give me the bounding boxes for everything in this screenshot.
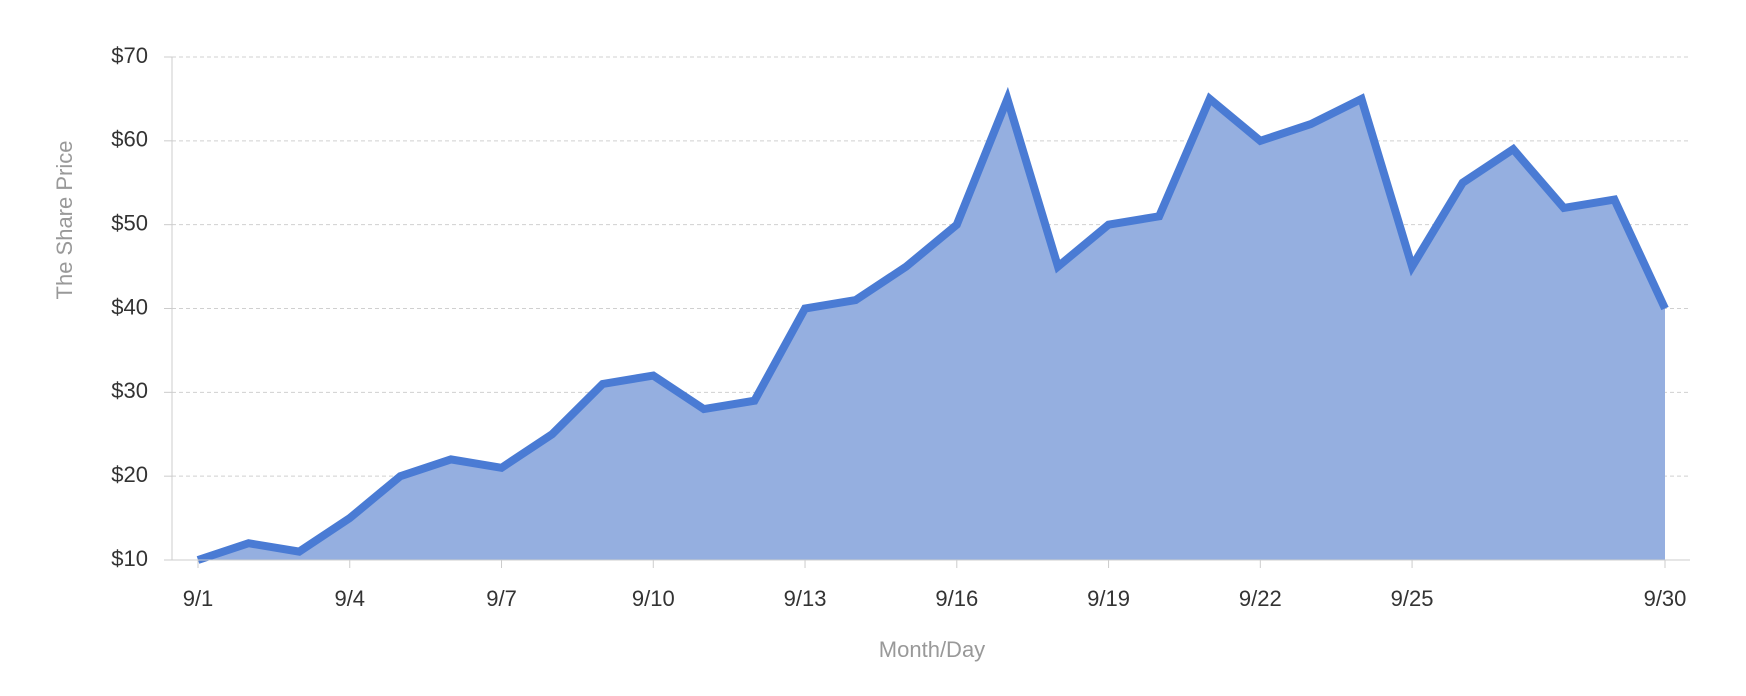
x-tick-label: 9/13 — [784, 586, 827, 611]
area — [198, 98, 1665, 561]
y-tick-label: $30 — [111, 378, 148, 403]
x-tick-label: 9/1 — [183, 586, 214, 611]
x-tick-label: 9/4 — [334, 586, 365, 611]
x-axis-title: Month/Day — [879, 637, 985, 662]
y-tick-label: $60 — [111, 127, 148, 152]
x-tick-label: 9/25 — [1391, 586, 1434, 611]
y-tick-label: $20 — [111, 462, 148, 487]
y-tick-label: $70 — [111, 43, 148, 68]
y-axis-title: The Share Price — [52, 141, 77, 300]
y-tick-label: $10 — [111, 546, 148, 571]
x-tick-label: 9/16 — [935, 586, 978, 611]
x-tick-label: 9/10 — [632, 586, 675, 611]
line — [196, 86, 1669, 564]
x-tick-label: 9/22 — [1239, 586, 1282, 611]
x-tick-label: 9/19 — [1087, 586, 1130, 611]
y-tick-label: $40 — [111, 294, 148, 319]
x-tick-label: 9/7 — [486, 586, 517, 611]
x-tick-label: 9/30 — [1644, 586, 1687, 611]
y-tick-label: $50 — [111, 210, 148, 235]
